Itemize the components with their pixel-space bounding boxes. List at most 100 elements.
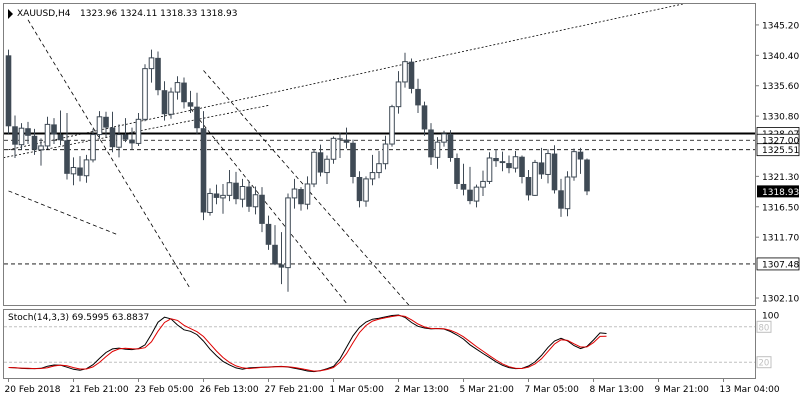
- candle-body-up: [90, 134, 96, 161]
- symbol-label: XAUUSD,H4: [17, 9, 71, 19]
- candle-body-up: [395, 81, 402, 108]
- candle-body-down: [187, 102, 194, 107]
- candle-body-up: [571, 151, 577, 178]
- candle-body-down: [155, 57, 161, 91]
- candle-body-down: [343, 139, 350, 143]
- candle-body-down: [558, 190, 564, 209]
- candle-body-up: [70, 166, 77, 175]
- time-tick-label: 23 Feb 05:00: [135, 385, 194, 395]
- candle-body-up: [512, 156, 519, 169]
- price-tick-label: 1345.20: [762, 21, 799, 31]
- candle-body-down: [428, 129, 434, 158]
- ohlc-label: 1323.96 1324.11 1318.33 1318.93: [80, 9, 237, 19]
- collapse-triangle-icon[interactable]: [8, 9, 13, 19]
- price-tick-label: 1311.70: [762, 234, 799, 244]
- candle-body-down: [109, 127, 116, 148]
- candle-body-down: [64, 140, 70, 174]
- candle-body-down: [233, 182, 239, 200]
- candle-body-down: [356, 176, 363, 202]
- candle-body-down: [421, 105, 428, 130]
- time-tick-label: 9 Mar 21:00: [655, 385, 710, 395]
- candle-body-up: [239, 186, 246, 200]
- candle-body-up: [330, 137, 337, 160]
- candle-body-down: [350, 142, 356, 177]
- time-tick-label: 7 Mar 05:00: [525, 385, 580, 395]
- candle-body-up: [402, 61, 408, 83]
- candle-body-up: [291, 188, 298, 199]
- stoch-label: Stoch(14,3,3) 69.5995 63.8837: [8, 313, 149, 323]
- candle-body-down: [122, 134, 129, 140]
- candle-body-down: [129, 139, 135, 144]
- stoch-tag-label: 80: [759, 323, 770, 333]
- candle-body-up: [220, 194, 226, 199]
- candle-body-up: [389, 106, 395, 145]
- candle-body-up: [311, 151, 317, 185]
- price-tick-label: 1321.30: [762, 173, 799, 183]
- candle-body-up: [18, 127, 25, 146]
- trendline: [8, 4, 685, 151]
- candle-body-down: [246, 186, 252, 207]
- candle-body-up: [480, 180, 486, 188]
- stoch-tag-box: [756, 320, 772, 333]
- candle-body-up: [44, 123, 51, 147]
- candle-body-down: [337, 138, 343, 140]
- candlesticks: [5, 49, 590, 292]
- candle-body-down: [577, 151, 584, 160]
- candle-body-down: [584, 159, 590, 192]
- main-header: XAUUSD,H4 1323.96 1324.11 1318.33 1318.9…: [8, 9, 237, 19]
- price-axis: 1345.20 1340.40 1335.60 1330.80 1321.30 1316.…: [755, 21, 800, 305]
- price-tick-label: 1335.60: [762, 82, 799, 92]
- price-tag-label: 1307.48: [762, 260, 799, 270]
- candle-body-down: [25, 128, 31, 136]
- candle-body-up: [324, 158, 330, 174]
- trendline: [27, 19, 191, 290]
- candle-body-up: [174, 82, 181, 93]
- candle-body-down: [161, 90, 168, 115]
- stoch-main-line: [8, 314, 607, 373]
- candle-body-down: [298, 189, 304, 205]
- chart-headers: XAUUSD,H4 1323.96 1324.11 1318.33 1318.9…: [8, 9, 237, 323]
- price-tag-box: [756, 143, 800, 157]
- time-tick-label: 26 Feb 13:00: [200, 385, 259, 395]
- price-tick-label: 1302.10: [762, 295, 799, 305]
- price-tick-label: 1330.80: [762, 113, 799, 123]
- candle-body-up: [116, 134, 122, 148]
- candle-body-down: [317, 152, 324, 173]
- candle-body-up: [545, 153, 551, 175]
- candle-body-down: [259, 194, 265, 224]
- candle-body-down: [467, 189, 473, 202]
- candle-body-up: [207, 192, 213, 213]
- candle-body-down: [265, 223, 272, 245]
- main-panel-frame: [3, 3, 756, 306]
- candle-body-down: [408, 61, 415, 89]
- price-tag-label: 1327.00: [762, 137, 799, 147]
- candle-body-up: [363, 178, 369, 202]
- candle-body-up: [285, 197, 291, 269]
- price-tag-box: [756, 257, 800, 271]
- time-tick-label: 1 Mar 05:00: [330, 385, 385, 395]
- stoch-tick-label: 100: [762, 312, 779, 322]
- price-tag-box: [757, 185, 799, 198]
- time-tick-label: 20 Feb 2018: [5, 385, 61, 395]
- price-tag-label: 1325.51: [762, 146, 799, 156]
- candle-body-down: [538, 162, 545, 175]
- candle-body-down: [12, 126, 18, 145]
- candle-body-down: [499, 161, 506, 164]
- candle-body-down: [31, 135, 38, 150]
- stoch-tag-box: [756, 356, 772, 369]
- stoch-tag-label: 20: [759, 359, 770, 369]
- candle-body-up: [83, 159, 90, 177]
- stoch-signal-line: [8, 314, 607, 372]
- candle-body-down: [454, 157, 460, 184]
- candle-body-up: [369, 172, 376, 180]
- panel-frames: [3, 3, 756, 379]
- candle-body-up: [486, 157, 493, 182]
- time-tick-label: 13 Mar 04:00: [720, 385, 780, 395]
- candle-body-up: [96, 116, 103, 136]
- candle-body-down: [200, 128, 207, 213]
- candle-body-up: [252, 194, 259, 208]
- price-tag-label: 1318.93: [762, 188, 799, 198]
- trendline: [190, 108, 349, 305]
